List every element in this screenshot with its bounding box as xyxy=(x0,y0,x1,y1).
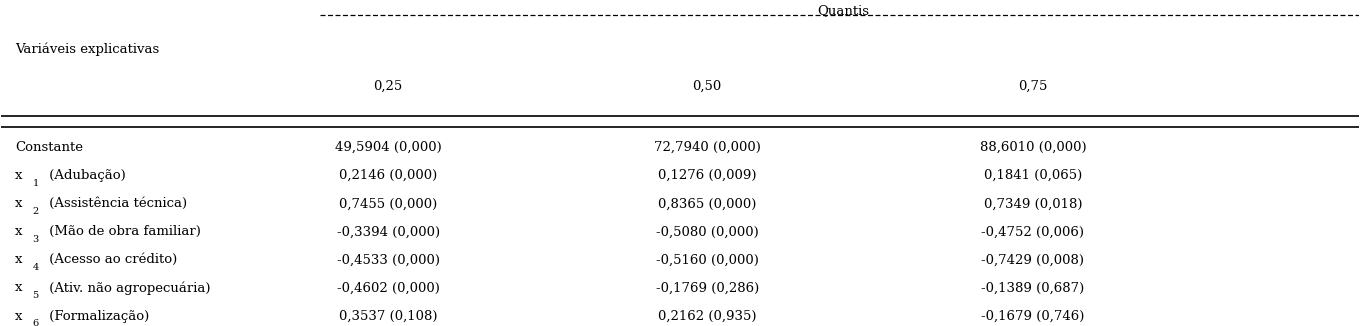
Text: (Mão de obra familiar): (Mão de obra familiar) xyxy=(45,225,201,238)
Text: 0,50: 0,50 xyxy=(692,79,722,92)
Text: 0,75: 0,75 xyxy=(1019,79,1047,92)
Text: 0,7455 (0,000): 0,7455 (0,000) xyxy=(339,197,438,210)
Text: 88,6010 (0,000): 88,6010 (0,000) xyxy=(979,141,1087,154)
Text: 0,25: 0,25 xyxy=(374,79,403,92)
Text: x: x xyxy=(15,169,23,182)
Text: 3: 3 xyxy=(33,235,39,244)
Text: 49,5904 (0,000): 49,5904 (0,000) xyxy=(335,141,442,154)
Text: (Ativ. não agropecuária): (Ativ. não agropecuária) xyxy=(45,281,211,295)
Text: (Adubação): (Adubação) xyxy=(45,169,125,182)
Text: -0,1389 (0,687): -0,1389 (0,687) xyxy=(982,281,1084,294)
Text: -0,4533 (0,000): -0,4533 (0,000) xyxy=(337,253,439,266)
Text: 72,7940 (0,000): 72,7940 (0,000) xyxy=(654,141,760,154)
Text: Variáveis explicativas: Variáveis explicativas xyxy=(15,43,159,56)
Text: -0,7429 (0,008): -0,7429 (0,008) xyxy=(982,253,1084,266)
Text: x: x xyxy=(15,281,23,294)
Text: (Formalização): (Formalização) xyxy=(45,309,150,322)
Text: 2: 2 xyxy=(33,207,39,216)
Text: x: x xyxy=(15,309,23,322)
Text: -0,4752 (0,006): -0,4752 (0,006) xyxy=(982,225,1084,238)
Text: -0,5080 (0,000): -0,5080 (0,000) xyxy=(656,225,759,238)
Text: Quantis: Quantis xyxy=(817,4,869,17)
Text: 5: 5 xyxy=(33,291,39,300)
Text: x: x xyxy=(15,253,23,266)
Text: -0,5160 (0,000): -0,5160 (0,000) xyxy=(656,253,759,266)
Text: Constante: Constante xyxy=(15,141,83,154)
Text: 6: 6 xyxy=(33,319,39,326)
Text: 0,1276 (0,009): 0,1276 (0,009) xyxy=(658,169,756,182)
Text: 1: 1 xyxy=(33,179,39,188)
Text: -0,1769 (0,286): -0,1769 (0,286) xyxy=(656,281,759,294)
Text: x: x xyxy=(15,225,23,238)
Text: x: x xyxy=(15,197,23,210)
Text: 0,2146 (0,000): 0,2146 (0,000) xyxy=(339,169,438,182)
Text: (Assistência técnica): (Assistência técnica) xyxy=(45,197,186,210)
Text: 0,7349 (0,018): 0,7349 (0,018) xyxy=(983,197,1083,210)
Text: 0,8365 (0,000): 0,8365 (0,000) xyxy=(658,197,756,210)
Text: -0,3394 (0,000): -0,3394 (0,000) xyxy=(337,225,439,238)
Text: 0,1841 (0,065): 0,1841 (0,065) xyxy=(983,169,1083,182)
Text: 4: 4 xyxy=(33,263,39,272)
Text: 0,2162 (0,935): 0,2162 (0,935) xyxy=(658,309,756,322)
Text: (Acesso ao crédito): (Acesso ao crédito) xyxy=(45,253,177,266)
Text: 0,3537 (0,108): 0,3537 (0,108) xyxy=(339,309,438,322)
Text: -0,4602 (0,000): -0,4602 (0,000) xyxy=(337,281,439,294)
Text: -0,1679 (0,746): -0,1679 (0,746) xyxy=(981,309,1084,322)
